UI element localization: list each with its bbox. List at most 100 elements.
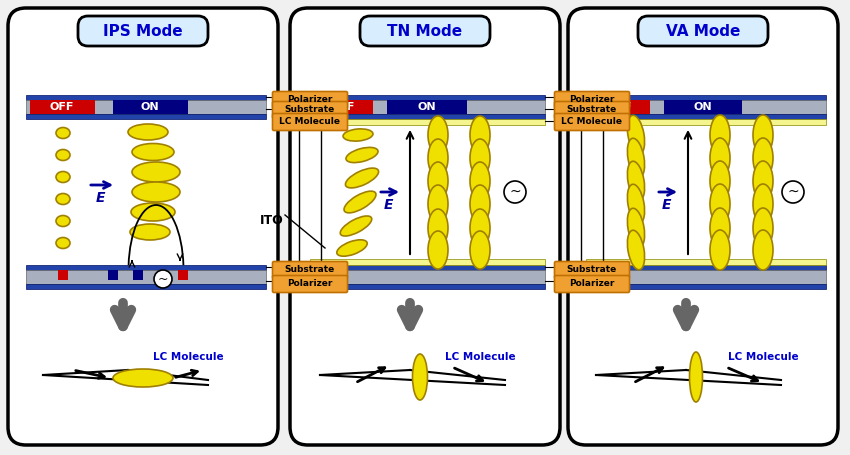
Text: LC Molecule: LC Molecule [445,352,515,362]
Ellipse shape [753,138,773,178]
Ellipse shape [710,161,730,201]
Ellipse shape [470,231,490,269]
Text: OFF: OFF [50,102,74,112]
Ellipse shape [753,230,773,270]
Circle shape [782,181,804,203]
Ellipse shape [128,124,168,140]
Text: LC Molecule: LC Molecule [280,117,341,126]
Ellipse shape [132,143,174,161]
Bar [310,100,545,114]
Text: OFF: OFF [608,102,632,112]
Ellipse shape [470,209,490,247]
Ellipse shape [753,184,773,224]
FancyBboxPatch shape [273,275,348,293]
Bar [310,114,545,119]
Text: ~: ~ [787,185,799,199]
Ellipse shape [428,185,448,223]
Ellipse shape [627,161,644,201]
Bar [26,270,266,284]
FancyBboxPatch shape [554,113,630,131]
Ellipse shape [470,116,490,154]
FancyBboxPatch shape [273,113,348,131]
Ellipse shape [710,184,730,224]
Text: IPS Mode: IPS Mode [103,24,183,39]
Bar [310,119,545,125]
Bar [113,100,188,114]
Bar [26,114,266,119]
FancyBboxPatch shape [290,8,560,445]
Ellipse shape [627,230,644,270]
Bar [586,119,826,125]
Text: ~: ~ [509,185,521,199]
Bar [586,100,826,114]
Ellipse shape [132,162,180,182]
Text: OFF: OFF [331,102,355,112]
Ellipse shape [627,115,644,155]
Bar [58,270,68,280]
FancyBboxPatch shape [638,16,768,46]
Text: ON: ON [694,102,712,112]
Circle shape [504,181,526,203]
Ellipse shape [56,127,70,138]
Text: Polarizer: Polarizer [287,279,332,288]
Text: Substrate: Substrate [567,106,617,115]
Bar [26,100,266,114]
Bar [26,95,266,100]
Bar [310,265,545,270]
Bar [586,270,826,284]
Ellipse shape [56,216,70,227]
Text: ITO: ITO [260,213,284,227]
Text: ~: ~ [158,273,168,285]
Text: Substrate: Substrate [285,266,335,274]
Ellipse shape [56,150,70,161]
FancyBboxPatch shape [554,91,630,108]
Bar [586,95,826,100]
Bar [178,270,188,280]
Ellipse shape [428,162,448,200]
Bar [30,100,95,114]
FancyBboxPatch shape [554,275,630,293]
Ellipse shape [132,182,180,202]
Text: Polarizer: Polarizer [570,279,615,288]
Bar [310,259,545,265]
Circle shape [154,270,172,288]
Ellipse shape [710,115,730,155]
Bar [310,284,545,289]
FancyBboxPatch shape [273,262,348,278]
Ellipse shape [428,231,448,269]
Text: LC Molecule: LC Molecule [562,117,622,126]
Text: Substrate: Substrate [285,106,335,115]
Bar [586,259,826,265]
Ellipse shape [753,208,773,248]
Ellipse shape [337,240,367,256]
Ellipse shape [710,138,730,178]
Bar [387,100,467,114]
Ellipse shape [689,352,702,402]
FancyBboxPatch shape [360,16,490,46]
FancyBboxPatch shape [8,8,278,445]
Ellipse shape [753,115,773,155]
Ellipse shape [428,116,448,154]
Text: VA Mode: VA Mode [666,24,740,39]
Ellipse shape [345,168,378,188]
FancyBboxPatch shape [554,262,630,278]
Text: ON: ON [417,102,436,112]
Ellipse shape [130,224,170,240]
FancyBboxPatch shape [568,8,838,445]
Ellipse shape [627,138,644,178]
Ellipse shape [56,193,70,204]
Text: LC Molecule: LC Molecule [728,352,798,362]
FancyBboxPatch shape [78,16,208,46]
Bar [586,284,826,289]
Ellipse shape [710,208,730,248]
Ellipse shape [753,161,773,201]
Ellipse shape [113,369,173,387]
Text: E: E [95,191,105,205]
Text: E: E [383,198,393,212]
Bar [664,100,742,114]
Ellipse shape [343,129,373,141]
FancyBboxPatch shape [554,101,630,118]
Text: LC Molecule: LC Molecule [153,352,224,362]
Ellipse shape [470,139,490,177]
Text: ON: ON [141,102,159,112]
